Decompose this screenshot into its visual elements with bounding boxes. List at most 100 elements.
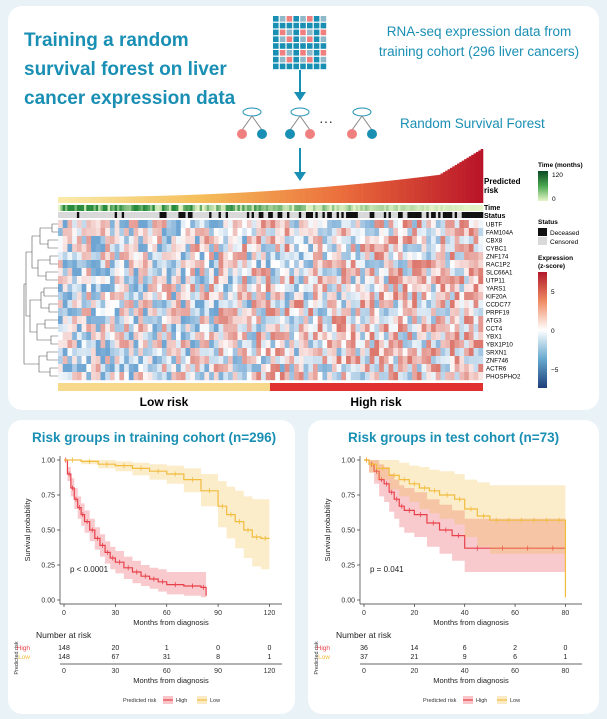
expression-cell [374, 284, 380, 293]
expression-cell [421, 220, 427, 229]
time-cell [216, 205, 219, 211]
expression-cell [317, 332, 323, 341]
expression-cell [341, 252, 347, 261]
expression-cell [298, 244, 304, 253]
expression-cell [246, 308, 252, 317]
status-cell [95, 212, 99, 218]
expression-cell [180, 300, 186, 309]
expression-cell [194, 292, 200, 301]
status-cell [412, 212, 415, 218]
expression-cell [346, 300, 351, 309]
expression-cell [275, 324, 281, 333]
expression-cell [402, 356, 408, 365]
status-cell [468, 212, 472, 218]
training-panel-title: Risk groups in training cohort (n=296) [32, 430, 277, 445]
expression-cell [128, 300, 134, 309]
expression-cell [185, 340, 191, 349]
expression-cell [275, 356, 281, 365]
status-cell [421, 212, 425, 218]
gene-label: ZNF174 [486, 254, 509, 261]
expression-cell [265, 244, 271, 253]
expression-cell [275, 252, 281, 261]
expression-cell [350, 292, 356, 301]
expression-cell [308, 236, 314, 245]
status-cell [178, 212, 182, 218]
expression-cell [109, 228, 115, 237]
expression-cell [379, 324, 385, 333]
expression-cell [138, 364, 144, 373]
expression-cell [62, 324, 68, 333]
time-cell [338, 205, 342, 211]
expression-cell [289, 276, 295, 285]
gene-label: KIF20A [486, 294, 508, 301]
expression-cell [237, 228, 243, 237]
expression-cell [76, 244, 82, 253]
expression-cell [275, 364, 281, 373]
risk-bar [390, 180, 394, 203]
status-cell [386, 212, 389, 218]
expression-cell [58, 228, 63, 237]
expression-cell [331, 284, 337, 293]
time-cell [431, 205, 434, 211]
time-cell [322, 205, 326, 211]
status-cell [65, 212, 68, 218]
expression-cell [228, 292, 233, 301]
expression-cell [251, 364, 257, 373]
expression-cell [298, 324, 304, 333]
expression-cell [407, 340, 413, 349]
expression-cell [119, 244, 125, 253]
risk-bar [86, 196, 89, 203]
expression-cell [454, 348, 460, 357]
expression-cell [473, 300, 479, 309]
expression-cell [459, 308, 465, 317]
legend-item: High [176, 698, 187, 704]
expression-cell [251, 244, 257, 253]
expression-cell [67, 220, 73, 229]
expression-cell [473, 260, 479, 269]
expression-cell [58, 308, 63, 317]
expression-cell [176, 348, 181, 357]
expression-cell [379, 372, 385, 381]
expression-cell [251, 236, 257, 245]
expression-cell [350, 276, 356, 285]
expression-cell [228, 324, 233, 333]
risk-bar [62, 196, 66, 203]
expression-cell [431, 292, 436, 301]
status-cell [147, 212, 151, 218]
gene-dendrogram [23, 223, 58, 377]
time-cell [298, 205, 302, 211]
expression-cell [133, 308, 139, 317]
expression-cell [440, 268, 446, 277]
expression-cell [364, 308, 370, 317]
expression-cell [218, 356, 224, 365]
expression-cell [313, 348, 318, 357]
time-cell [317, 205, 321, 211]
expression-cell [119, 348, 125, 357]
expression-cell [412, 252, 418, 261]
expression-cell [161, 332, 167, 341]
dendro-link [37, 259, 50, 277]
expression-cell [298, 228, 304, 237]
expression-cell [346, 324, 351, 333]
expression-cell [157, 364, 163, 373]
status-cell [303, 212, 307, 218]
expression-cell [218, 220, 224, 229]
expression-cell [76, 356, 82, 365]
expression-cell [327, 300, 333, 309]
time-cell [58, 205, 61, 211]
expression-cell [421, 372, 427, 381]
expression-cell [180, 340, 186, 349]
expression-cell [171, 220, 177, 229]
expression-cell [341, 260, 347, 269]
expression-cell [138, 252, 144, 261]
expression-cell [346, 348, 351, 357]
risk-bar [225, 193, 229, 203]
expression-cell [360, 316, 366, 325]
expression-cell [199, 292, 205, 301]
expression-cell [421, 348, 427, 357]
expression-cell [478, 348, 484, 357]
expression-cell [398, 340, 403, 349]
expression-cell [327, 268, 333, 277]
expression-cell [270, 300, 276, 309]
risk-bar [357, 183, 361, 203]
